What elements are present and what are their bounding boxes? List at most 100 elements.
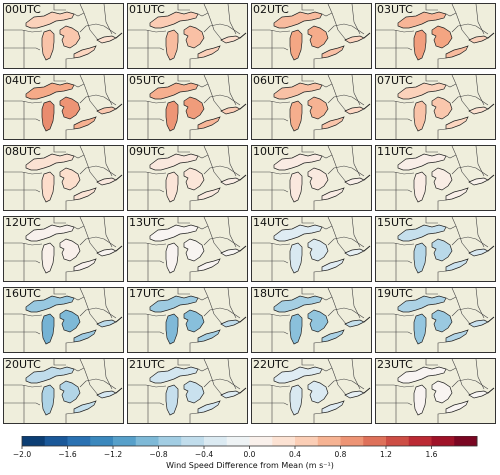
state-border (252, 171, 291, 175)
lake-superior (397, 82, 447, 100)
lake-erie (197, 187, 221, 201)
panel-time-label: 02UTC (253, 3, 289, 16)
state-border (128, 331, 165, 335)
great-lakes-map (128, 288, 247, 352)
panel-time-label: 07UTC (377, 74, 413, 87)
state-border (213, 313, 223, 325)
state-border (177, 217, 190, 224)
state-border (177, 288, 190, 295)
panel-time-label: 20UTC (5, 358, 41, 371)
state-border (425, 75, 438, 82)
great-lakes-map (128, 4, 247, 68)
lake-superior (25, 82, 75, 100)
colorbar-segment (204, 436, 228, 446)
lake-michigan (41, 171, 55, 203)
st-lawrence-river (487, 316, 495, 323)
panel-time-label: 19UTC (377, 287, 413, 300)
panel-time-label: 23UTC (377, 358, 413, 371)
colorbar-tick-label: −1.2 (104, 450, 122, 459)
map-panel-20utc: 20UTC (3, 358, 124, 424)
state-border (437, 199, 447, 210)
lake-michigan (165, 100, 179, 132)
colorbar-segment (67, 436, 91, 446)
lake-huron (183, 25, 205, 49)
panel-time-label: 11UTC (377, 145, 413, 158)
lake-michigan (41, 100, 55, 132)
state-border (321, 12, 333, 17)
st-lawrence-river (363, 103, 371, 110)
state-border (203, 307, 241, 319)
great-lakes-map (252, 4, 371, 68)
st-lawrence-river (487, 387, 495, 394)
state-border (65, 128, 75, 139)
state-border (252, 242, 291, 246)
colorbar-segment (317, 436, 341, 446)
state-border (128, 189, 165, 193)
state-border (425, 4, 438, 11)
state-border (461, 384, 471, 396)
state-border (301, 4, 314, 11)
panel-time-label: 17UTC (129, 287, 165, 300)
lake-erie (73, 258, 97, 272)
st-lawrence-river (487, 103, 495, 110)
lake-michigan (41, 242, 55, 274)
lake-michigan (41, 384, 55, 416)
lake-erie (445, 400, 469, 414)
state-border (451, 75, 463, 102)
state-border (128, 118, 165, 122)
great-lakes-map (252, 75, 371, 139)
great-lakes-map (252, 288, 371, 352)
state-border (252, 29, 291, 33)
state-border (189, 128, 199, 139)
state-border (461, 171, 471, 183)
state-border (376, 189, 413, 193)
state-border (203, 288, 215, 315)
great-lakes-map (252, 146, 371, 210)
state-border (313, 341, 323, 352)
lake-erie (197, 45, 221, 59)
state-border (252, 260, 289, 264)
state-border (425, 217, 438, 224)
map-panel-12utc: 12UTC (3, 216, 124, 282)
lake-michigan (165, 384, 179, 416)
lake-erie (445, 187, 469, 201)
lake-erie (445, 45, 469, 59)
lake-erie (73, 400, 97, 414)
colorbar-segment (386, 436, 410, 446)
map-panel-17utc: 17UTC (127, 287, 248, 353)
state-border (79, 378, 117, 390)
lake-erie (445, 258, 469, 272)
great-lakes-map (128, 75, 247, 139)
map-panel-23utc: 23UTC (375, 358, 496, 424)
state-border (79, 4, 91, 31)
state-border (451, 359, 463, 386)
state-border (425, 146, 438, 153)
map-panel-18utc: 18UTC (251, 287, 372, 353)
state-border (425, 288, 438, 295)
lake-erie (197, 116, 221, 130)
state-border (213, 384, 223, 396)
state-border (301, 217, 314, 224)
colorbar-tick-label: 0.0 (244, 450, 256, 459)
state-border (445, 154, 457, 159)
state-border (321, 83, 333, 88)
colorbar-segment (363, 436, 387, 446)
map-panel-06utc: 06UTC (251, 74, 372, 140)
state-border (203, 165, 241, 177)
state-border (73, 225, 85, 230)
st-lawrence-river (239, 32, 247, 39)
state-border (203, 359, 215, 386)
panel-time-label: 21UTC (129, 358, 165, 371)
lake-superior (149, 82, 199, 100)
state-border (65, 270, 75, 281)
state-border (53, 359, 66, 366)
state-border (4, 189, 41, 193)
lake-superior (25, 153, 75, 171)
state-border (327, 236, 365, 248)
state-border (213, 171, 223, 183)
lake-superior (25, 224, 75, 242)
lake-superior (149, 11, 199, 29)
state-border (197, 225, 209, 230)
state-border (301, 75, 314, 82)
state-border (437, 128, 447, 139)
